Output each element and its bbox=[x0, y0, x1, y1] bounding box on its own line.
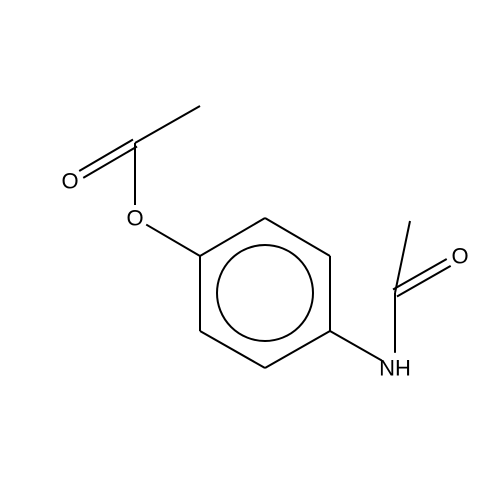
bond bbox=[330, 331, 382, 360]
atom-label: O bbox=[61, 169, 78, 194]
bond bbox=[135, 106, 200, 143]
bond bbox=[265, 331, 330, 368]
bond bbox=[265, 218, 330, 256]
double-bond bbox=[83, 146, 137, 177]
bond bbox=[200, 218, 265, 256]
double-bond bbox=[397, 266, 451, 297]
atom-label: NH bbox=[379, 356, 411, 381]
atom-label: O bbox=[451, 244, 468, 269]
bond bbox=[146, 225, 200, 256]
double-bond bbox=[79, 140, 133, 171]
atom-label: O bbox=[126, 206, 143, 231]
molecule-diagram: O O NH O bbox=[0, 0, 500, 500]
aromatic-ring-icon bbox=[217, 245, 313, 341]
bond bbox=[200, 331, 265, 368]
